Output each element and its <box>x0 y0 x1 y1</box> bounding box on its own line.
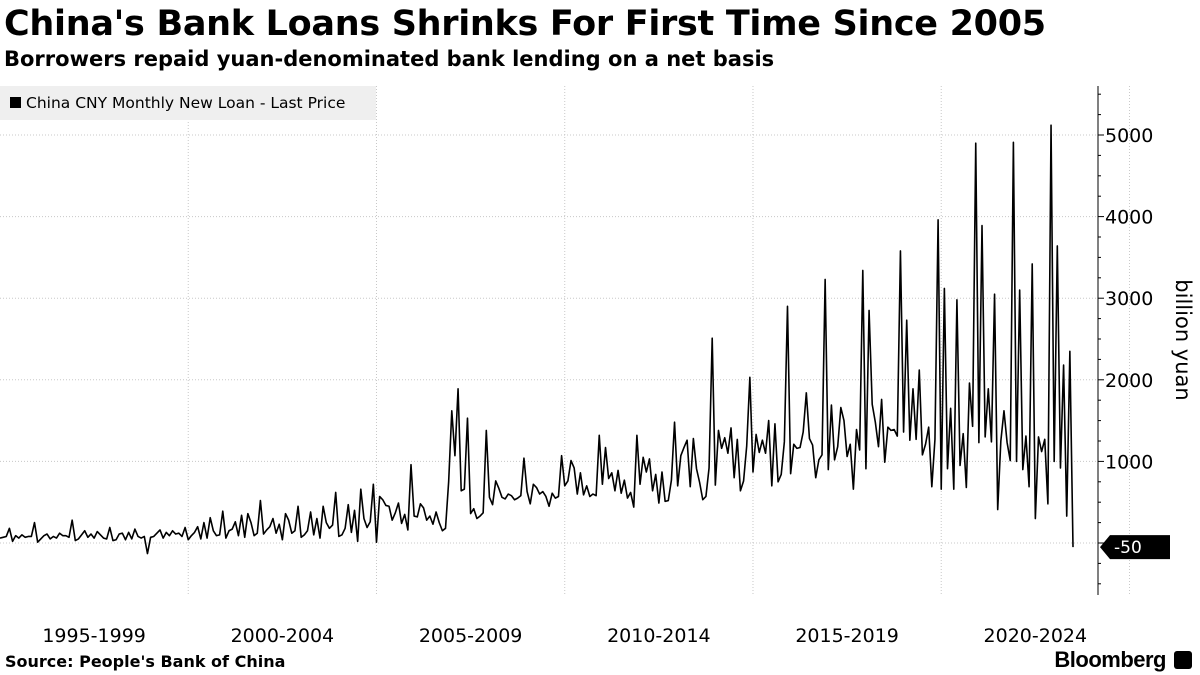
x-tick-label: 1995-1999 <box>42 625 146 647</box>
brand-logo: Bloomberg <box>1054 647 1166 672</box>
x-tick-label: 2010-2014 <box>607 625 711 647</box>
x-tick-label: 2005-2009 <box>419 625 523 647</box>
last-value-label: -50 <box>1100 535 1170 560</box>
last-value-label-text: -50 <box>1114 538 1142 558</box>
legend-background <box>0 86 376 120</box>
x-tick-label: 2020-2024 <box>984 625 1088 647</box>
x-tick-label: 2000-2004 <box>231 625 335 647</box>
series-line <box>0 124 1074 555</box>
y-axis: 1000 2000 3000 4000 5000 <box>1097 86 1153 595</box>
last-value-label-background <box>1100 535 1170 560</box>
legend-swatch <box>10 97 21 108</box>
series-layer <box>0 124 1074 555</box>
grid-lines <box>0 86 1130 595</box>
y-tick-label: 5000 <box>1105 125 1153 147</box>
y-tick-label: 2000 <box>1105 370 1153 392</box>
y-tick-label: 4000 <box>1105 207 1153 229</box>
chart-title: China's Bank Loans Shrinks For First Tim… <box>4 4 1046 44</box>
brand-mark-icon <box>1174 651 1192 669</box>
legend-entry: China CNY Monthly New Loan - Last Price <box>26 94 345 112</box>
y-axis-label: billion yuan <box>1171 279 1195 400</box>
source-note: Source: People's Bank of China <box>5 652 286 671</box>
y-tick-label: 3000 <box>1105 288 1153 310</box>
x-axis: 1995-1999 2000-2004 2005-2009 2010-2014 2015… <box>42 625 1087 647</box>
x-tick-label: 2015-2019 <box>795 625 899 647</box>
y-tick-label: 1000 <box>1105 451 1153 473</box>
chart-subtitle: Borrowers repaid yuan-denominated bank l… <box>4 47 775 71</box>
legend: China CNY Monthly New Loan - Last Price <box>0 86 376 120</box>
